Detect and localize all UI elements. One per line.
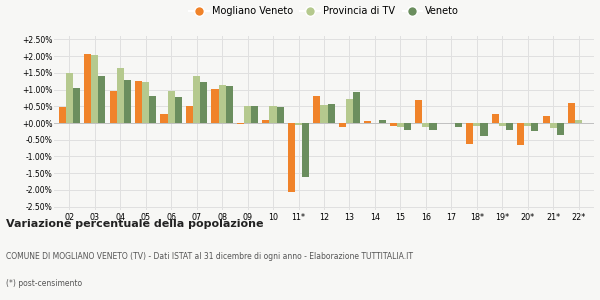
Bar bbox=[84, 54, 91, 123]
Bar bbox=[218, 85, 226, 123]
Bar bbox=[251, 106, 258, 123]
Bar bbox=[455, 123, 462, 127]
Bar bbox=[491, 114, 499, 123]
Bar bbox=[517, 123, 524, 145]
Bar bbox=[422, 123, 430, 127]
Bar bbox=[550, 123, 557, 128]
Bar bbox=[481, 123, 488, 136]
Bar bbox=[379, 120, 386, 123]
Bar bbox=[532, 123, 538, 131]
Bar bbox=[193, 76, 200, 123]
Bar bbox=[73, 88, 80, 123]
Bar bbox=[506, 123, 513, 130]
Bar bbox=[116, 68, 124, 123]
Bar bbox=[295, 123, 302, 125]
Bar bbox=[288, 123, 295, 192]
Bar bbox=[524, 123, 532, 126]
Bar bbox=[124, 80, 131, 123]
Bar bbox=[269, 106, 277, 123]
Bar bbox=[302, 123, 309, 176]
Bar bbox=[237, 123, 244, 124]
Bar bbox=[313, 96, 320, 123]
Text: Variazione percentuale della popolazione: Variazione percentuale della popolazione bbox=[6, 219, 263, 229]
Bar bbox=[328, 104, 335, 123]
Bar bbox=[149, 96, 157, 123]
Bar bbox=[346, 99, 353, 123]
Bar bbox=[135, 80, 142, 123]
Bar bbox=[110, 91, 116, 123]
Legend: Mogliano Veneto, Provincia di TV, Veneto: Mogliano Veneto, Provincia di TV, Veneto bbox=[185, 3, 463, 20]
Bar bbox=[200, 82, 208, 123]
Bar bbox=[320, 105, 328, 123]
Bar bbox=[59, 107, 66, 123]
Bar bbox=[66, 73, 73, 123]
Bar bbox=[415, 100, 422, 123]
Bar bbox=[473, 123, 481, 126]
Bar bbox=[364, 121, 371, 123]
Bar bbox=[226, 86, 233, 123]
Bar bbox=[175, 97, 182, 123]
Bar bbox=[430, 123, 437, 130]
Bar bbox=[244, 106, 251, 123]
Bar bbox=[397, 123, 404, 127]
Bar bbox=[91, 55, 98, 123]
Bar bbox=[557, 123, 564, 135]
Bar bbox=[186, 106, 193, 123]
Bar bbox=[211, 89, 218, 123]
Bar bbox=[499, 123, 506, 126]
Text: (*) post-censimento: (*) post-censimento bbox=[6, 279, 82, 288]
Bar bbox=[353, 92, 360, 123]
Bar bbox=[262, 120, 269, 123]
Text: COMUNE DI MOGLIANO VENETO (TV) - Dati ISTAT al 31 dicembre di ogni anno - Elabor: COMUNE DI MOGLIANO VENETO (TV) - Dati IS… bbox=[6, 252, 413, 261]
Bar bbox=[575, 120, 582, 123]
Bar bbox=[277, 107, 284, 123]
Bar bbox=[98, 76, 106, 123]
Bar bbox=[568, 103, 575, 123]
Bar bbox=[339, 123, 346, 127]
Bar bbox=[167, 91, 175, 123]
Bar bbox=[160, 114, 167, 123]
Bar bbox=[466, 123, 473, 144]
Bar bbox=[542, 116, 550, 123]
Bar bbox=[390, 123, 397, 126]
Bar bbox=[404, 123, 411, 130]
Bar bbox=[142, 82, 149, 123]
